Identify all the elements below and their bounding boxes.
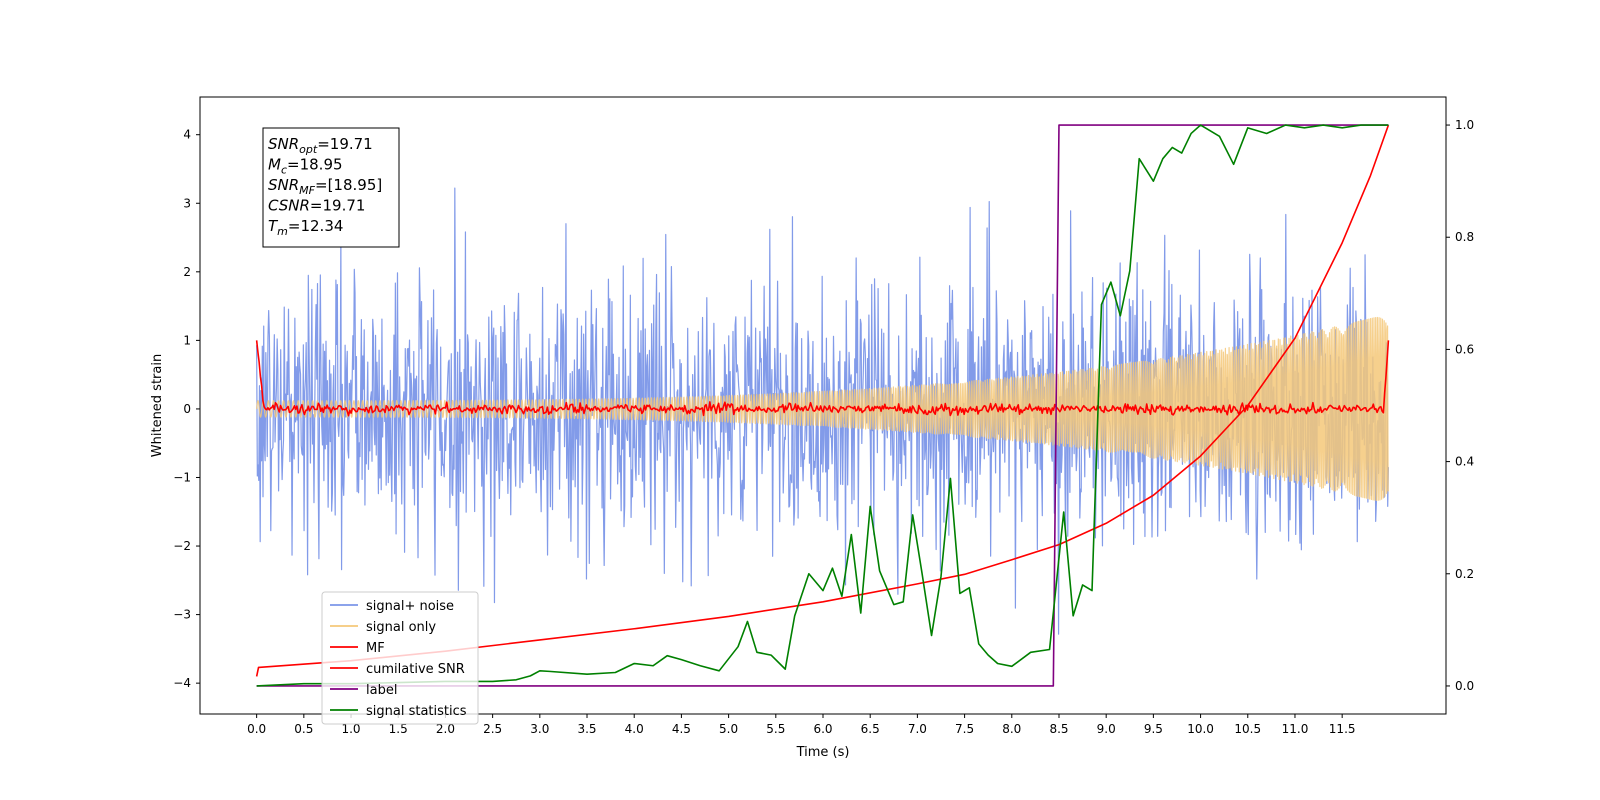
legend-item: MF — [330, 641, 385, 656]
x-axis: 0.0 0.5 1.0 1.5 2.0 2.5 3.0 3.5 4.0 4.5 5.0 5.5 6.0 6… — [247, 714, 1356, 736]
legend: signal+ noise signal only MF cumilative SNR… — [321, 591, 479, 725]
y-tick-label: −4 — [173, 676, 191, 690]
x-tick-label: 5.5 — [766, 722, 785, 736]
y-tick-label: 0 — [183, 402, 191, 416]
annotation-line: SNRMF=[18.95] — [268, 176, 382, 197]
legend-frame — [321, 591, 479, 725]
series-line-mf — [255, 340, 1390, 417]
x-axis-label: Time (s) — [796, 745, 850, 760]
y-tick-label: 4 — [183, 128, 191, 142]
x-tick-label: 3.0 — [530, 722, 549, 736]
y-tick-label: −2 — [173, 539, 191, 553]
y-right-tick-label: 0.0 — [1455, 679, 1474, 693]
y-right-tick-label: 0.4 — [1455, 455, 1474, 469]
x-tick-label: 4.5 — [672, 722, 691, 736]
y-right-tick-label: 0.2 — [1455, 567, 1474, 581]
x-tick-label: 6.0 — [813, 722, 832, 736]
legend-item: cumilative SNR — [330, 662, 465, 677]
x-tick-label: 0.5 — [294, 722, 313, 736]
series-line-signal-only — [256, 316, 1389, 501]
x-tick-label: 3.5 — [577, 722, 596, 736]
legend-label: MF — [366, 641, 385, 656]
x-tick-label: 0.0 — [247, 722, 266, 736]
x-tick-label: 4.0 — [625, 722, 644, 736]
legend-item: signal statistics — [330, 704, 467, 719]
legend-label: signal+ noise — [366, 599, 454, 614]
annotation-line: CSNR=19.71 — [268, 197, 365, 215]
y-right-tick-label: 0.6 — [1455, 342, 1474, 356]
x-tick-label: 8.5 — [1049, 722, 1068, 736]
series-line-label — [256, 124, 1389, 687]
y-tick-label: 3 — [183, 196, 191, 210]
annotation-frame — [262, 127, 400, 248]
annotation-line: SNRopt=19.71 — [268, 135, 373, 156]
y-right-tick-label: 0.8 — [1455, 230, 1474, 244]
x-tick-label: 9.0 — [1097, 722, 1116, 736]
y-axis-label: Whitened strain — [150, 354, 165, 457]
annotation-line: Mc=18.95 — [268, 156, 343, 177]
x-tick-label: 10.5 — [1234, 722, 1261, 736]
x-tick-label: 6.5 — [861, 722, 880, 736]
legend-item: signal only — [330, 620, 436, 635]
y-tick-label: −1 — [173, 470, 191, 484]
x-tick-label: 11.0 — [1282, 722, 1309, 736]
legend-label: label — [366, 683, 397, 698]
annotation-line: Tm=12.34 — [268, 217, 343, 238]
x-tick-label: 7.0 — [908, 722, 927, 736]
y-axis-left: −4 −3 −2 −1 0 1 2 3 4 — [173, 128, 200, 690]
x-tick-label: 7.5 — [955, 722, 974, 736]
legend-item: signal+ noise — [330, 599, 454, 614]
y-right-tick-label: 1.0 — [1455, 118, 1474, 132]
x-tick-label: 8.0 — [1002, 722, 1021, 736]
legend-label: cumilative SNR — [366, 662, 465, 677]
x-tick-label: 9.5 — [1144, 722, 1163, 736]
x-tick-label: 5.0 — [719, 722, 738, 736]
x-tick-label: 1.0 — [341, 722, 360, 736]
y-tick-label: 1 — [183, 333, 191, 347]
legend-item: label — [330, 683, 397, 698]
y-tick-label: 2 — [183, 265, 191, 279]
legend-label: signal statistics — [366, 704, 467, 719]
legend-label: signal only — [366, 620, 436, 635]
series-line-signal-statistics — [256, 124, 1389, 687]
x-tick-label: 2.5 — [483, 722, 502, 736]
y-axis-right: 0.0 0.2 0.4 0.6 0.8 1.0 — [1446, 118, 1474, 693]
x-tick-label: 2.0 — [436, 722, 455, 736]
x-tick-label: 10.0 — [1187, 722, 1214, 736]
stats-annotation-box: SNRopt=19.71Mc=18.95SNRMF=[18.95]CSNR=19… — [262, 127, 400, 248]
x-tick-label: 11.5 — [1329, 722, 1356, 736]
y-tick-label: −3 — [173, 608, 191, 622]
x-tick-label: 1.5 — [389, 722, 408, 736]
